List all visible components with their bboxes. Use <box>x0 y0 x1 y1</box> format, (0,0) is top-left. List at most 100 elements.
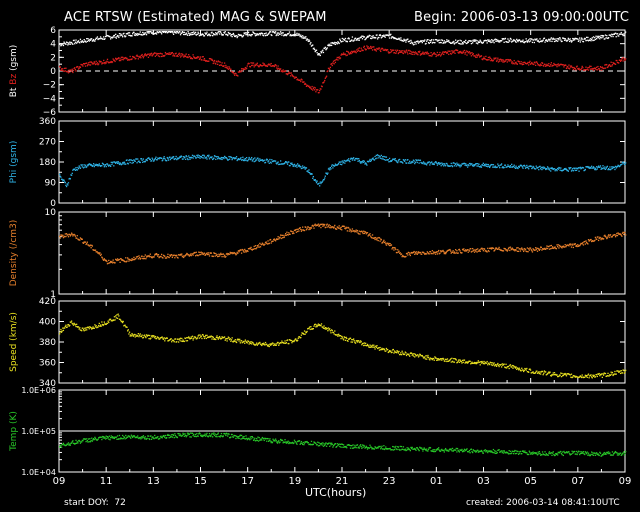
data-point <box>601 376 604 379</box>
data-point <box>329 68 331 71</box>
data-point <box>147 53 149 55</box>
data-point <box>249 248 252 250</box>
data-point <box>496 363 498 366</box>
data-point <box>161 437 163 439</box>
data-point <box>327 70 329 72</box>
data-point <box>269 238 272 241</box>
data-point <box>280 32 282 34</box>
data-point <box>244 68 246 71</box>
data-point <box>79 38 82 40</box>
data-point <box>262 342 265 344</box>
data-point <box>555 64 558 66</box>
data-point <box>465 362 468 364</box>
data-point <box>490 58 493 60</box>
data-point <box>419 251 422 254</box>
data-point <box>415 43 417 45</box>
data-point <box>589 39 591 41</box>
data-point <box>201 33 204 35</box>
data-point <box>278 32 280 34</box>
data-point <box>163 337 165 339</box>
data-point <box>280 342 282 344</box>
data-point <box>363 344 365 347</box>
data-point <box>320 51 322 53</box>
data-point <box>79 66 81 68</box>
data-point <box>482 162 485 164</box>
data-point <box>225 67 228 69</box>
data-point <box>133 258 136 261</box>
data-point <box>133 333 136 336</box>
data-point <box>191 253 194 255</box>
data-point <box>65 67 67 69</box>
data-point <box>337 42 340 44</box>
data-point <box>290 72 292 74</box>
data-point <box>550 248 552 250</box>
data-point <box>172 339 175 342</box>
data-point <box>129 161 131 164</box>
data-point <box>325 224 328 226</box>
data-point <box>525 166 527 169</box>
data-point <box>81 40 83 42</box>
data-point <box>85 440 87 443</box>
data-point <box>465 51 467 54</box>
data-point <box>117 35 119 37</box>
data-point <box>520 61 522 63</box>
data-point <box>440 54 442 56</box>
data-point <box>369 34 371 37</box>
data-point <box>189 56 191 58</box>
data-point <box>89 163 91 165</box>
data-point <box>504 248 507 250</box>
data-point <box>425 354 427 357</box>
data-point <box>62 180 64 182</box>
data-point <box>528 64 530 66</box>
data-point <box>266 243 269 245</box>
data-point <box>65 444 68 446</box>
data-point <box>302 226 304 228</box>
data-point <box>436 251 438 253</box>
data-point <box>604 234 606 236</box>
data-point <box>475 56 477 59</box>
data-point <box>407 53 409 55</box>
data-point <box>118 32 121 35</box>
data-point <box>268 344 270 346</box>
data-point <box>307 39 309 41</box>
data-point <box>79 167 82 169</box>
data-point <box>359 161 361 163</box>
data-point <box>464 362 466 364</box>
data-point <box>284 234 286 236</box>
data-point <box>77 166 79 169</box>
data-point <box>329 44 332 46</box>
data-point <box>92 326 94 328</box>
data-point <box>273 31 275 34</box>
data-point <box>333 333 335 335</box>
data-point <box>548 371 550 373</box>
data-point <box>511 248 513 251</box>
data-point <box>521 63 523 65</box>
data-point <box>572 246 575 249</box>
data-point <box>570 244 572 246</box>
data-point <box>117 161 119 163</box>
data-point <box>398 50 401 52</box>
data-point <box>458 52 460 54</box>
data-point <box>288 342 290 345</box>
data-point <box>531 250 533 252</box>
data-point <box>607 235 609 237</box>
data-point <box>330 42 332 44</box>
data-point <box>137 158 139 160</box>
data-point <box>568 64 570 66</box>
data-point <box>87 326 90 329</box>
data-point <box>609 34 612 36</box>
data-point <box>482 248 484 250</box>
data-point <box>220 158 222 160</box>
data-point <box>456 40 459 43</box>
data-point <box>258 246 260 248</box>
data-point <box>113 165 115 167</box>
data-point <box>406 51 408 53</box>
data-point <box>557 38 559 40</box>
data-point <box>114 60 116 63</box>
data-point <box>576 245 578 248</box>
data-point <box>158 158 160 160</box>
data-point <box>557 40 559 42</box>
data-point <box>377 155 379 157</box>
data-point <box>560 245 562 248</box>
data-point <box>317 54 319 56</box>
